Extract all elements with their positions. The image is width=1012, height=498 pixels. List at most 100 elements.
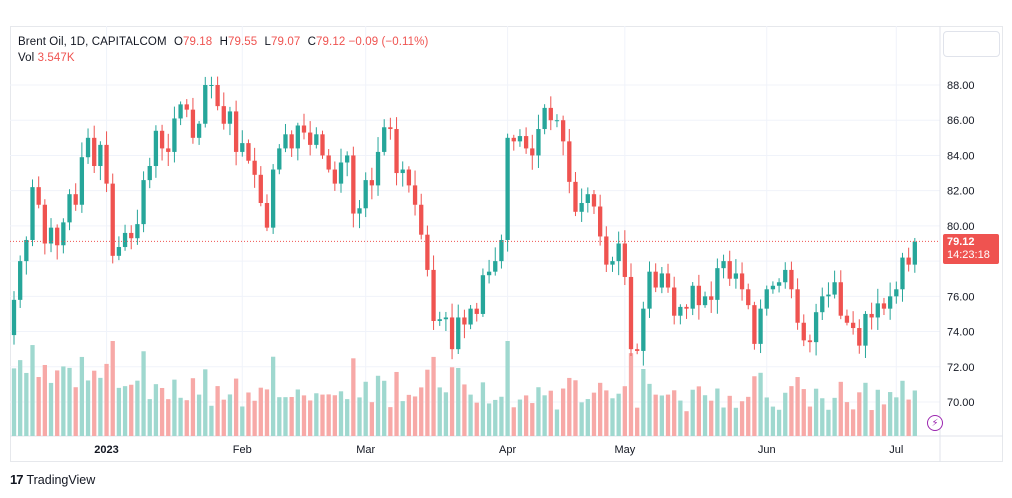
volume-bar	[881, 404, 887, 436]
volume-bar	[147, 399, 152, 436]
volume-bar	[869, 410, 874, 436]
volume-bar	[184, 400, 189, 436]
volume-bar	[585, 399, 590, 436]
candle-body	[523, 136, 529, 149]
volume-label[interactable]: Vol	[18, 52, 35, 64]
volume-bar	[98, 377, 103, 436]
volume-bar	[795, 377, 800, 436]
candle-body	[98, 144, 103, 167]
volume-bar	[166, 399, 171, 436]
volume-bar	[412, 396, 418, 436]
volume-bar	[270, 356, 276, 436]
low-value: 79.07	[271, 36, 301, 48]
candle-body	[696, 285, 702, 306]
volume-bar	[11, 368, 17, 436]
volume-bar	[776, 409, 782, 436]
volume-bar	[530, 403, 535, 436]
candle-body	[579, 202, 584, 212]
candle-body	[277, 148, 282, 170]
candle-body	[480, 275, 486, 314]
candle-body	[92, 137, 97, 167]
candle-body	[776, 282, 782, 286]
candle-body	[672, 287, 677, 316]
volume-bar	[314, 393, 319, 436]
volume-bar	[215, 386, 220, 436]
candlestick-chart[interactable]: 70.00 72.00 74.00 76.00 80.00 82.00 84.00 86.00…	[10, 26, 1003, 462]
candle-body	[301, 125, 307, 133]
volume-bar	[493, 399, 498, 436]
volume-bar	[647, 383, 652, 436]
candle-body	[653, 271, 658, 288]
volume-bar	[246, 392, 251, 436]
candle-body	[530, 148, 535, 156]
volume-bar	[190, 378, 196, 436]
price-tick-label: 88.00	[947, 80, 975, 92]
volume-bar	[653, 394, 658, 436]
candle-body	[622, 243, 627, 277]
symbol-label[interactable]: Brent Oil, 1D, CAPITALCOM	[18, 36, 167, 48]
volume-bar	[844, 402, 850, 436]
candle-body	[332, 169, 337, 184]
scale-settings-box[interactable]	[943, 31, 1000, 57]
candle-body	[746, 289, 751, 306]
legend-volume: Vol 3.547K	[18, 52, 75, 64]
candle-body	[227, 111, 233, 124]
volume-bar	[104, 363, 109, 436]
volume-bar	[67, 367, 72, 436]
candle-body	[431, 269, 436, 321]
candle-body	[11, 299, 17, 336]
volume-bar	[696, 386, 702, 436]
time-tick-label: Jul	[889, 444, 903, 456]
close-label: C	[307, 36, 317, 48]
volume-bar	[832, 397, 837, 436]
volume-bar	[616, 393, 621, 436]
candle-body	[79, 157, 85, 205]
candle-body	[554, 120, 560, 122]
tradingview-logo[interactable]: 17 TradingView	[10, 472, 95, 487]
volume-bar	[912, 390, 917, 436]
volume-bar	[486, 403, 492, 436]
candle-body	[690, 285, 695, 309]
volume-bar	[548, 390, 553, 436]
lightning-icon[interactable]: ⚡	[927, 415, 943, 431]
candle-body	[203, 85, 208, 124]
volume-bar	[468, 394, 473, 436]
candle-body	[758, 308, 763, 344]
candle-body	[61, 222, 66, 246]
candle-body	[770, 285, 776, 290]
volume-bar	[517, 399, 523, 436]
volume-bar	[48, 382, 54, 436]
candle-body	[474, 308, 479, 314]
candle-body	[647, 271, 652, 309]
candle-body	[548, 107, 553, 121]
volume-bar	[129, 384, 134, 436]
candle-body	[357, 208, 362, 214]
candle-body	[739, 273, 745, 290]
high-value: 79.55	[227, 36, 258, 48]
volume-bar	[153, 384, 159, 436]
volume-bar	[61, 366, 66, 436]
candle-body	[264, 202, 270, 228]
candle-body	[733, 273, 739, 279]
volume-bar	[573, 380, 578, 436]
volume-bar	[252, 400, 257, 436]
candle-body	[190, 109, 196, 138]
volume-bar	[400, 401, 405, 436]
volume-bar	[406, 394, 412, 436]
volume-bar	[443, 392, 449, 436]
candle-body	[844, 315, 850, 323]
volume-bar	[659, 395, 664, 436]
candle-body	[752, 305, 757, 344]
open-label: O	[173, 36, 183, 48]
volume-bar	[542, 395, 547, 436]
time-tick-label: Apr	[499, 444, 516, 456]
volume-bar	[209, 405, 214, 436]
volume-bar	[567, 377, 572, 436]
candle-body	[665, 273, 671, 288]
candle-body	[517, 136, 523, 142]
candle-body	[153, 130, 159, 167]
volume-bar	[258, 387, 263, 436]
volume-bar	[554, 409, 560, 436]
volume-bar	[764, 397, 769, 436]
candle-body	[801, 322, 806, 341]
